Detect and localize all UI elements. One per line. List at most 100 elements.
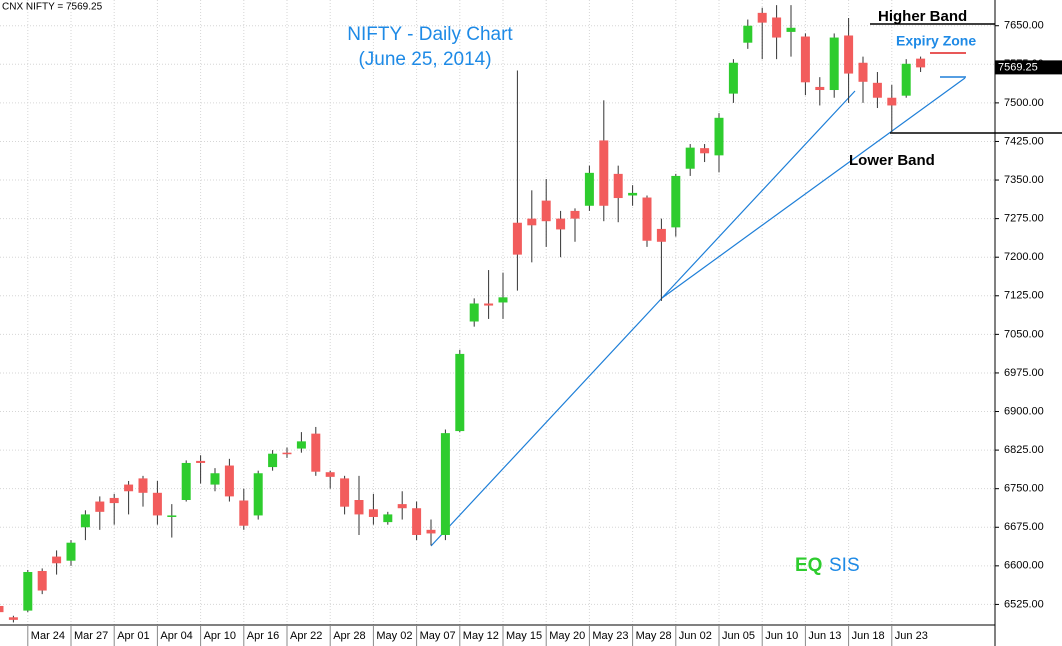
x-tick-label: May 12 bbox=[463, 630, 499, 642]
y-tick-label: 7050.00 bbox=[1004, 328, 1044, 340]
candle-body bbox=[757, 12, 767, 23]
candle-body bbox=[527, 218, 537, 226]
candle-body bbox=[282, 452, 292, 455]
candle-body bbox=[440, 433, 450, 535]
candle-body bbox=[426, 529, 436, 534]
grid bbox=[0, 0, 995, 625]
candle-body bbox=[570, 210, 580, 219]
x-tick-label: Jun 23 bbox=[895, 630, 928, 642]
candle-body bbox=[253, 473, 263, 516]
x-tick-label: May 20 bbox=[549, 630, 585, 642]
candle-body bbox=[858, 62, 868, 82]
x-tick-label: Jun 05 bbox=[722, 630, 755, 642]
candle-body bbox=[556, 218, 566, 230]
candle-body bbox=[368, 509, 378, 517]
candle-body bbox=[124, 484, 134, 492]
y-tick-label: 7275.00 bbox=[1004, 213, 1044, 225]
candle-body bbox=[224, 465, 234, 497]
candle-body bbox=[196, 460, 206, 463]
y-tick-label: 7425.00 bbox=[1004, 135, 1044, 147]
trendline-lower bbox=[661, 77, 966, 299]
candle-body bbox=[887, 97, 897, 106]
x-tick-label: Apr 28 bbox=[333, 630, 365, 642]
chart-title: NIFTY - Daily Chart bbox=[347, 24, 513, 45]
candle-body bbox=[311, 433, 321, 472]
x-tick-label: May 02 bbox=[376, 630, 412, 642]
brand-right: SIS bbox=[829, 555, 860, 576]
y-tick-label: 7200.00 bbox=[1004, 251, 1044, 263]
x-tick-label: Jun 10 bbox=[765, 630, 798, 642]
candle-body bbox=[800, 36, 810, 83]
expiry-zone-label: Expiry Zone bbox=[896, 33, 976, 49]
candle-body bbox=[181, 462, 191, 500]
x-tick-label: Mar 27 bbox=[74, 630, 108, 642]
candle-body bbox=[844, 35, 854, 74]
candle-body bbox=[671, 175, 681, 228]
x-tick-label: Apr 04 bbox=[160, 630, 192, 642]
last-price-label: 7569.25 bbox=[998, 61, 1038, 73]
y-tick-label: 6825.00 bbox=[1004, 444, 1044, 456]
x-tick-label: Apr 22 bbox=[290, 630, 322, 642]
y-tick-label: 6525.00 bbox=[1004, 598, 1044, 610]
x-tick-label: Mar 24 bbox=[31, 630, 65, 642]
y-tick-label: 6750.00 bbox=[1004, 483, 1044, 495]
candle-body bbox=[95, 501, 105, 512]
y-tick-label: 6675.00 bbox=[1004, 521, 1044, 533]
x-tick-label: Jun 18 bbox=[852, 630, 885, 642]
candle-body bbox=[167, 515, 177, 517]
chart-subtitle: (June 25, 2014) bbox=[358, 49, 491, 70]
candle-body bbox=[656, 228, 666, 242]
candle-body bbox=[268, 453, 278, 468]
candle-body bbox=[138, 478, 148, 493]
candle-body bbox=[613, 173, 623, 199]
candle-body bbox=[23, 572, 33, 611]
candle-body bbox=[728, 62, 738, 94]
header: CNX NIFTY = 7569.25 bbox=[2, 2, 103, 13]
y-tick-label: 7500.00 bbox=[1004, 97, 1044, 109]
y-tick-label: 7125.00 bbox=[1004, 290, 1044, 302]
last-price-tag bbox=[995, 60, 1062, 75]
candle-body bbox=[815, 86, 825, 91]
candle-body bbox=[685, 147, 695, 169]
x-tick-label: Apr 10 bbox=[204, 630, 236, 642]
candle-body bbox=[239, 500, 249, 526]
candle-body bbox=[412, 508, 422, 535]
candle-body bbox=[109, 497, 119, 504]
candle-body bbox=[829, 37, 839, 91]
x-tick-label: May 23 bbox=[592, 630, 628, 642]
higher-band-label: Higher Band bbox=[878, 8, 967, 25]
candles bbox=[0, 5, 926, 623]
candle-body bbox=[484, 303, 494, 306]
candle-body bbox=[354, 500, 364, 515]
candle-body bbox=[383, 514, 393, 523]
candle-body bbox=[498, 297, 508, 303]
y-tick-label: 6600.00 bbox=[1004, 560, 1044, 572]
x-tick-label: May 28 bbox=[636, 630, 672, 642]
candle-body bbox=[700, 148, 710, 154]
candle-body bbox=[628, 192, 638, 196]
x-tick-label: May 07 bbox=[420, 630, 456, 642]
x-tick-label: Jun 13 bbox=[808, 630, 841, 642]
y-tick-label: 7350.00 bbox=[1004, 174, 1044, 186]
candle-body bbox=[512, 222, 522, 255]
candle-body bbox=[584, 172, 594, 206]
candle-body bbox=[714, 117, 724, 156]
x-tick-label: May 15 bbox=[506, 630, 542, 642]
candle-body bbox=[642, 197, 652, 241]
candle-body bbox=[397, 504, 407, 509]
candle-body bbox=[8, 617, 18, 620]
brand-left: EQ bbox=[795, 555, 822, 576]
x-tick-label: Jun 02 bbox=[679, 630, 712, 642]
candle-body bbox=[66, 542, 76, 561]
x-tick-label: Apr 01 bbox=[117, 630, 149, 642]
y-tick-label: 6975.00 bbox=[1004, 367, 1044, 379]
candle-body bbox=[296, 441, 306, 449]
candle-body bbox=[325, 472, 335, 477]
candle-body bbox=[210, 473, 220, 485]
candle-body bbox=[743, 25, 753, 43]
lower-band-label: Lower Band bbox=[849, 152, 935, 169]
candle-body bbox=[52, 556, 62, 564]
candle-body bbox=[80, 514, 90, 528]
